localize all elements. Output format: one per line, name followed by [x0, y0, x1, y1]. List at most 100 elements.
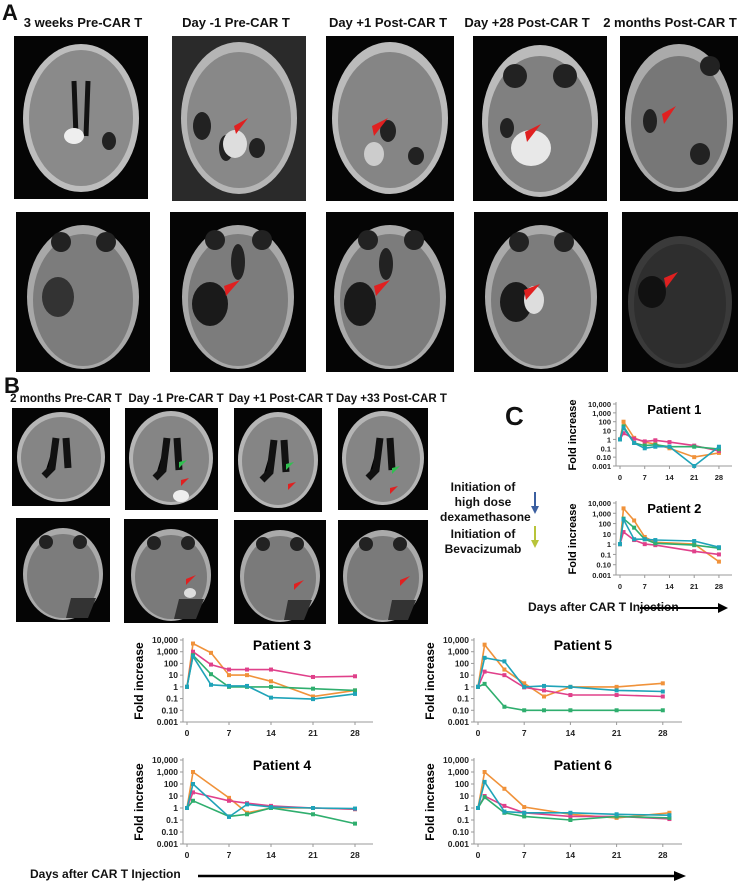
- y-tick-label: 10,000: [152, 635, 178, 645]
- series-line-orange: [477, 642, 663, 698]
- data-point: [502, 809, 507, 814]
- data-point: [568, 684, 573, 689]
- data-point: [227, 798, 231, 803]
- y-tick-label: 100: [164, 779, 178, 789]
- legend-line: dexamethasone: [440, 510, 531, 524]
- y-tick-label: 0.1: [457, 694, 469, 704]
- data-point: [209, 650, 213, 655]
- data-point: [482, 795, 487, 800]
- y-tick-label: 0.10: [452, 827, 469, 837]
- y-tick-label: 1,000: [157, 767, 179, 777]
- mri-b-axial-lower-4: [338, 520, 428, 624]
- x-tick-label: 28: [658, 728, 668, 738]
- chart-patient-1: Fold increase 0.001 0.10 0.1 1 10 100 1,000 10,0…: [560, 392, 732, 489]
- data-point: [716, 545, 721, 550]
- mri-b-axial-upper-1: [12, 408, 110, 506]
- y-tick-label: 0.10: [596, 453, 611, 462]
- data-point: [482, 642, 487, 647]
- data-point: [542, 694, 546, 699]
- x-tick-label: 0: [618, 473, 622, 482]
- y-tick-label: 100: [455, 779, 469, 789]
- down-arrow-icon-dexamethasone: [531, 492, 539, 514]
- data-point: [502, 786, 507, 791]
- data-point: [311, 812, 315, 817]
- data-point: [614, 688, 619, 693]
- data-point: [653, 538, 658, 543]
- chart-title: Patient 4: [253, 757, 312, 773]
- legend-arrows: [531, 492, 539, 548]
- series-line-magenta: [477, 670, 663, 698]
- data-point: [667, 444, 672, 449]
- panel-c-letter: C: [505, 401, 524, 431]
- data-point: [502, 673, 507, 678]
- data-point: [502, 667, 507, 672]
- data-point: [269, 695, 273, 700]
- data-point: [716, 444, 721, 449]
- data-point: [568, 818, 573, 822]
- x-tick-label: 7: [227, 728, 232, 738]
- data-point: [522, 708, 527, 713]
- data-point: [502, 659, 507, 664]
- x-tick-label: 21: [308, 850, 318, 860]
- mri-a-axial-lower-2: [170, 212, 306, 372]
- data-point: [653, 444, 658, 449]
- data-point: [311, 674, 315, 679]
- data-point: [185, 806, 189, 810]
- right-arrow-icon-lower: [198, 871, 686, 881]
- data-point: [614, 814, 619, 819]
- x-tick-label: 14: [566, 850, 576, 860]
- data-point: [227, 814, 231, 819]
- data-point: [227, 795, 231, 800]
- data-point: [482, 681, 487, 686]
- y-tick-label: 1,000: [448, 767, 470, 777]
- data-point: [716, 447, 721, 452]
- legend-line: Initiation of: [450, 527, 516, 541]
- data-point: [568, 693, 573, 698]
- dexamethasone-legend-label: Initiation of high dose dexamethasone: [440, 480, 531, 525]
- series-line-green: [186, 653, 356, 692]
- y-tick-label: 0.001: [448, 839, 470, 849]
- data-point: [269, 805, 273, 810]
- data-point: [269, 667, 273, 672]
- mri-b-axial-upper-2: [125, 408, 218, 510]
- data-point: [692, 543, 697, 548]
- data-point: [618, 542, 622, 547]
- panel-a-timepoint-3: Day +1 Post-CAR T: [328, 15, 448, 30]
- data-point: [621, 506, 626, 511]
- data-point: [209, 662, 213, 667]
- data-point: [542, 688, 546, 693]
- y-tick-label: 1,000: [157, 647, 179, 657]
- mri-a-axial-upper-2: [172, 36, 306, 201]
- data-point: [632, 537, 637, 542]
- series-line-teal: [186, 654, 356, 700]
- y-tick-label: 0.1: [601, 444, 611, 453]
- x-tick-label: 28: [350, 728, 360, 738]
- data-point: [542, 708, 546, 713]
- y-tick-label: 10: [169, 791, 179, 801]
- x-tick-label: 7: [522, 850, 527, 860]
- y-tick-label: 1,000: [592, 509, 611, 518]
- data-point: [667, 440, 672, 445]
- mri-a-axial-lower-5: [622, 212, 738, 372]
- data-point: [632, 440, 637, 445]
- panel-a-timepoint-1: 3 weeks Pre-CAR T: [23, 15, 143, 30]
- mri-a-axial-upper-1: [14, 36, 148, 199]
- data-point: [191, 654, 195, 659]
- chart-patient-4: Fold increase 0.001 0.10 0.1 1 10 100 1,000 10,0…: [118, 752, 373, 869]
- mri-a-axial-upper-5: [620, 36, 738, 201]
- mri-a-axial-lower-1: [16, 212, 150, 372]
- data-point: [642, 443, 647, 448]
- data-point: [191, 782, 195, 786]
- data-point: [542, 683, 546, 688]
- bevacizumab-legend-label: Initiation of Bevacizumab: [440, 527, 526, 557]
- x-tick-label: 21: [690, 582, 698, 591]
- data-point: [245, 683, 249, 688]
- data-point: [191, 641, 195, 646]
- y-tick-label: 0.1: [601, 550, 611, 559]
- legend-line: Initiation of: [450, 480, 516, 494]
- data-point: [482, 655, 487, 660]
- data-point: [632, 436, 637, 441]
- panel-a-timepoint-4: Day +28 Post-CAR T: [464, 15, 590, 30]
- data-point: [482, 779, 487, 784]
- panel-b-timepoint-2: Day -1 Pre-CAR T: [128, 393, 224, 405]
